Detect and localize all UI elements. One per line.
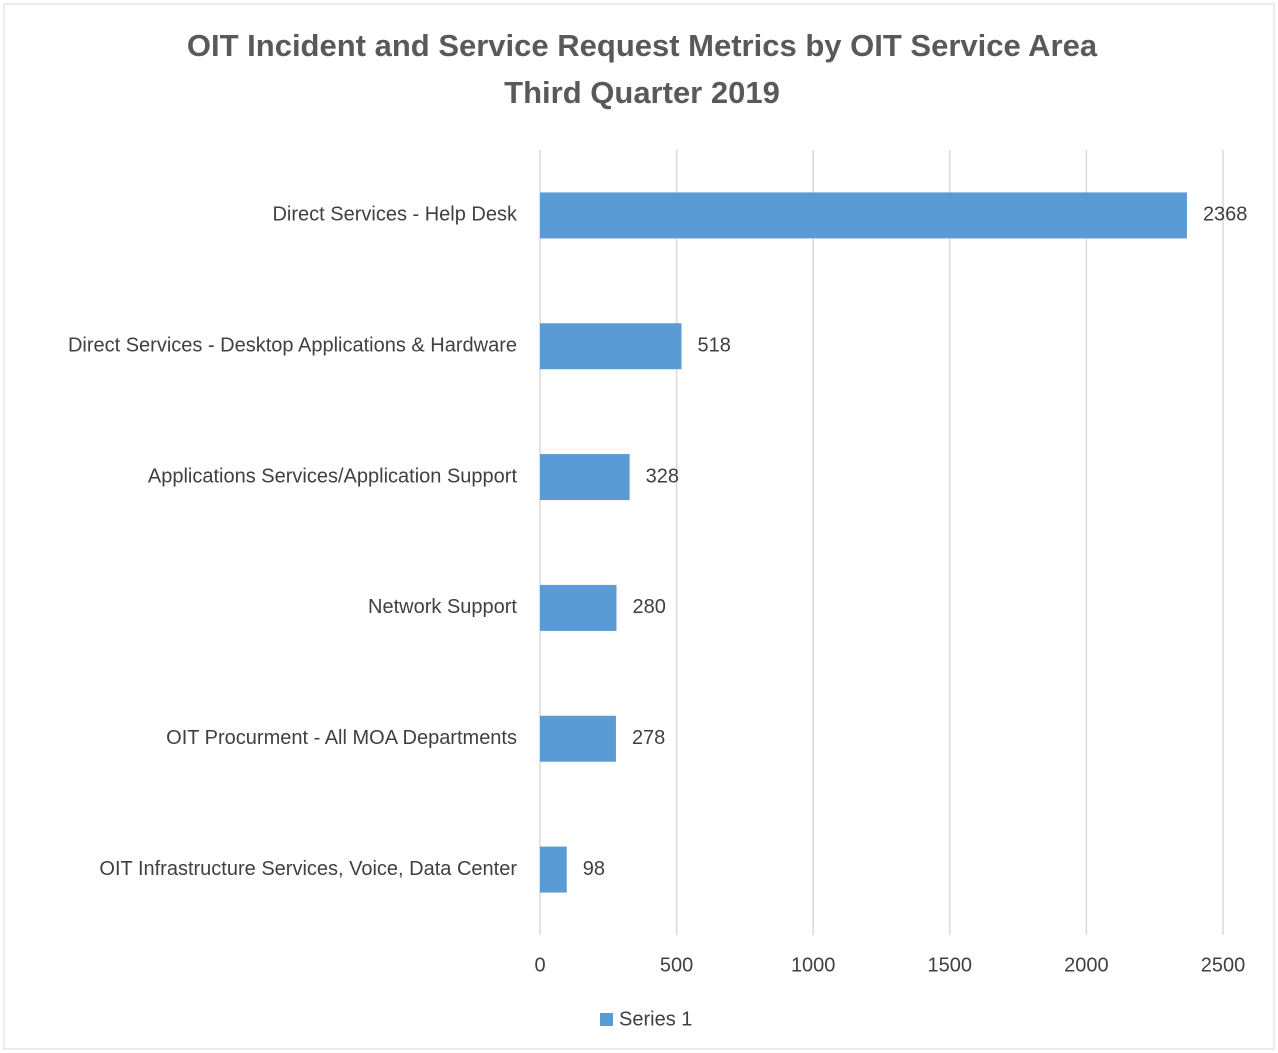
data-label: 518 [698,335,731,357]
y-tick-label: Applications Services/Application Suppor… [148,465,518,487]
x-tick-label: 2000 [1064,954,1109,976]
x-tick-label: 500 [660,954,693,976]
y-tick-label: OIT Procurment - All MOA Departments [166,727,517,749]
data-label: 328 [646,465,679,487]
bar [540,192,1187,239]
legend-label: Series 1 [619,1008,692,1030]
y-tick-label: Direct Services - Help Desk [272,204,518,226]
x-tick-label: 0 [534,954,545,976]
y-tick-label: Direct Services - Desktop Applications &… [68,335,517,357]
bar [540,715,616,762]
data-label: 2368 [1203,204,1248,226]
bar [540,584,617,631]
data-label: 98 [583,858,605,880]
bar [540,846,567,893]
x-tick-label: 1500 [928,954,973,976]
y-tick-label: Network Support [368,596,517,618]
chart-title: OIT Incident and Service Request Metrics… [187,28,1098,63]
chart-subtitle: Third Quarter 2019 [504,75,780,110]
x-tick-label: 1000 [791,954,836,976]
x-tick-label: 2500 [1201,954,1246,976]
legend-swatch [600,1013,613,1026]
bar [540,323,682,370]
data-label: 278 [632,727,665,749]
data-label: 280 [632,596,665,618]
chart-border [3,3,1275,1050]
bar [540,454,630,501]
y-tick-label: OIT Infrastructure Services, Voice, Data… [99,858,517,880]
